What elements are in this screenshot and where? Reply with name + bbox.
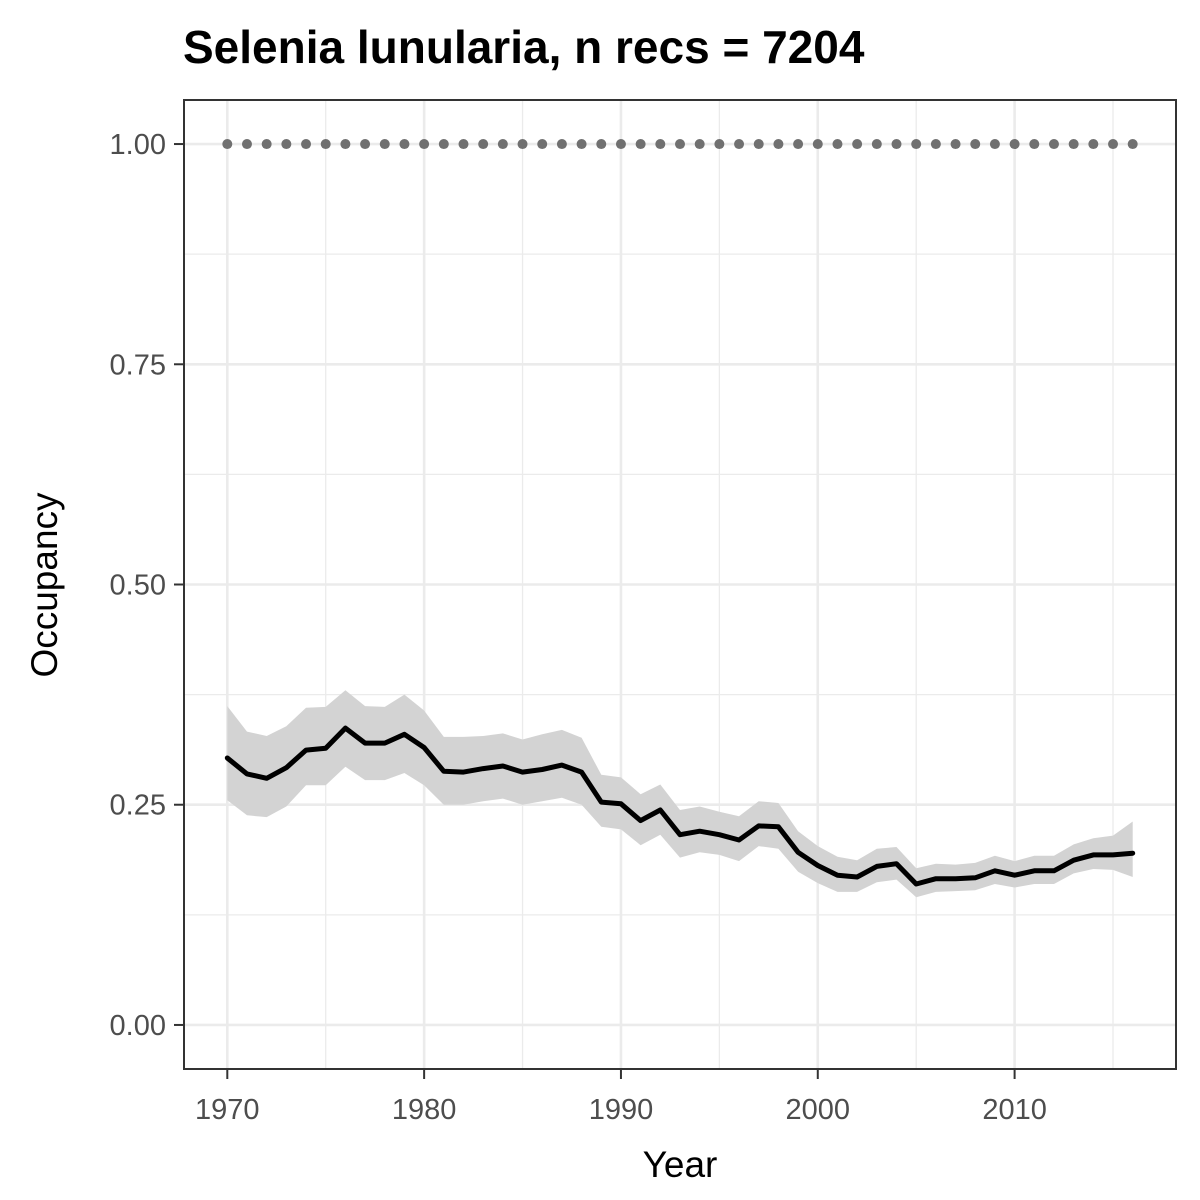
observed-point — [753, 139, 764, 150]
observed-point — [675, 139, 685, 150]
observed-point — [812, 139, 823, 150]
observed-point — [360, 139, 371, 150]
y-tick-label: 0.50 — [110, 570, 166, 602]
observed-point — [655, 139, 666, 150]
y-axis-title: Occupancy — [24, 492, 65, 678]
observed-point — [379, 139, 390, 150]
x-tick-label: 1980 — [392, 1094, 457, 1126]
occupancy-line-layer — [224, 725, 1136, 887]
y-tick-label: 0.75 — [110, 349, 166, 381]
observed-point — [1108, 139, 1119, 150]
observed-point — [989, 139, 1000, 150]
observed-point — [301, 139, 312, 150]
x-tick-label: 1970 — [195, 1094, 260, 1126]
x-axis-title: Year — [643, 1144, 718, 1185]
observed-point — [930, 139, 941, 150]
observed-point — [832, 139, 843, 150]
observed-point — [1009, 139, 1020, 150]
observed-point — [852, 139, 863, 150]
confidence-ribbon-layer — [227, 690, 1133, 898]
observed-point — [222, 139, 233, 150]
axes: 1970 1980 1990 2000 2010 0.00 0.25 0.50 0.75 1.00 — [110, 129, 1047, 1126]
observed-point — [950, 139, 961, 150]
chart-title: Selenia lunularia, n recs = 7204 — [183, 21, 865, 73]
observed-point — [438, 139, 449, 150]
observed-point — [556, 139, 567, 150]
observed-point — [714, 139, 725, 150]
observed-point — [1088, 139, 1099, 150]
observed-point — [793, 139, 804, 150]
observed-point — [576, 139, 587, 150]
observed-point — [596, 139, 607, 150]
x-tick-label: 2000 — [786, 1094, 851, 1126]
observed-point — [241, 139, 252, 150]
x-tick-label: 2010 — [982, 1094, 1047, 1126]
observed-point — [1127, 139, 1138, 150]
x-tick-label: 1990 — [589, 1094, 654, 1126]
observed-point — [615, 139, 626, 150]
observed-points-layer — [222, 139, 1138, 150]
observed-point — [419, 139, 430, 150]
observed-point — [281, 139, 292, 150]
observed-point — [734, 139, 745, 150]
grid-major — [184, 100, 1176, 1069]
observed-point — [497, 139, 508, 150]
observed-point — [458, 139, 469, 150]
observed-point — [1029, 139, 1040, 150]
observed-point — [340, 139, 351, 150]
observed-point — [891, 139, 902, 150]
observed-point — [478, 139, 489, 150]
observed-point — [320, 139, 331, 150]
observed-point — [537, 139, 548, 150]
confidence-ribbon — [227, 690, 1133, 898]
observed-point — [517, 139, 528, 150]
y-tick-label: 1.00 — [110, 129, 166, 161]
y-tick-label: 0.25 — [110, 790, 166, 822]
observed-point — [1048, 139, 1059, 150]
observed-point — [773, 139, 784, 150]
observed-point — [871, 139, 882, 150]
observed-point — [1068, 139, 1079, 150]
y-tick-label: 0.00 — [110, 1010, 166, 1042]
occupancy-line — [224, 725, 1136, 887]
observed-point — [970, 139, 981, 150]
observed-point — [694, 139, 705, 150]
observed-point — [635, 139, 646, 150]
observed-point — [261, 139, 272, 150]
observed-point — [911, 139, 922, 150]
observed-point — [399, 139, 410, 150]
